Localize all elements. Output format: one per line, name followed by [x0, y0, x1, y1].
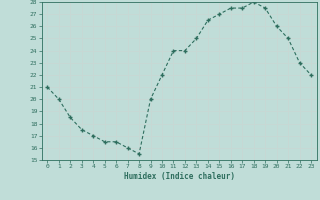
X-axis label: Humidex (Indice chaleur): Humidex (Indice chaleur) — [124, 172, 235, 181]
